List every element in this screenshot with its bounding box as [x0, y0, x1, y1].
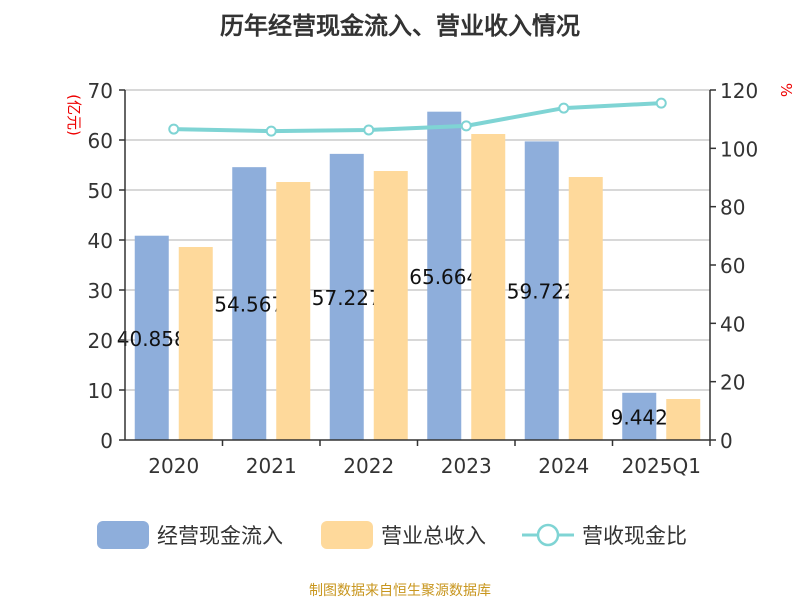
right-tick-label: 80: [720, 196, 745, 220]
legend-label: 营业总收入: [381, 524, 486, 548]
data-label: 54.567: [214, 293, 284, 317]
source-note: 制图数据来自恒生聚源数据库: [309, 583, 491, 599]
legend-swatch-revenue: [321, 521, 373, 549]
line-point: [655, 97, 667, 109]
bar-cash-inflow: [524, 141, 559, 440]
line-point: [460, 120, 472, 132]
x-tick-label: 2023: [441, 454, 492, 478]
data-label: 57.227: [312, 286, 382, 310]
bar-revenue: [471, 134, 506, 440]
data-label: 65.664: [409, 265, 479, 289]
bar-revenue: [666, 399, 701, 440]
left-tick-label: 10: [88, 379, 113, 403]
right-tick-label: 0: [720, 429, 733, 453]
x-tick-label: 2024: [538, 454, 589, 478]
data-label: 59.722: [507, 280, 577, 304]
legend-swatch-cash-inflow: [97, 521, 149, 549]
bar-cash-inflow: [427, 111, 462, 441]
right-tick-label: 20: [720, 371, 745, 395]
left-tick-label: 40: [88, 229, 113, 253]
data-label: 9.442: [611, 405, 668, 429]
line-point: [265, 125, 277, 137]
right-tick-label: 40: [720, 312, 745, 336]
left-tick-label: 20: [88, 329, 113, 353]
data-label: 40.858: [117, 327, 187, 351]
x-tick-label: 2020: [148, 454, 199, 478]
bar-revenue: [276, 182, 311, 440]
right-tick-label: 120: [720, 79, 758, 103]
x-tick-label: 2021: [246, 454, 297, 478]
chart-title: 历年经营现金流入、营业收入情况: [220, 12, 580, 40]
left-axis-label: (亿元): [65, 94, 83, 136]
bar-revenue: [568, 177, 603, 440]
bar-cash-inflow: [329, 153, 364, 441]
right-tick-label: 60: [720, 254, 745, 278]
left-tick-label: 70: [88, 79, 113, 103]
bar-revenue: [373, 171, 408, 440]
legend-label: 营收现金比: [582, 524, 687, 548]
line-point: [168, 123, 180, 135]
right-tick-label: 100: [720, 137, 758, 161]
x-tick-label: 2022: [343, 454, 394, 478]
line-point: [363, 124, 375, 136]
line-cash-ratio: [173, 101, 662, 134]
bar-cash-inflow: [622, 392, 657, 440]
left-tick-label: 50: [88, 179, 113, 203]
bar-revenue: [178, 247, 213, 440]
left-tick-label: 60: [88, 129, 113, 153]
legend-label: 经营现金流入: [157, 524, 283, 548]
x-tick-label: 2025Q1: [622, 454, 701, 478]
legend-swatch-marker: [536, 523, 560, 547]
bar-cash-inflow: [134, 235, 169, 440]
left-tick-label: 0: [100, 429, 113, 453]
right-axis-label: %: [777, 83, 795, 97]
left-tick-label: 30: [88, 279, 113, 303]
bar-cash-inflow: [232, 167, 267, 441]
line-point: [558, 102, 570, 114]
